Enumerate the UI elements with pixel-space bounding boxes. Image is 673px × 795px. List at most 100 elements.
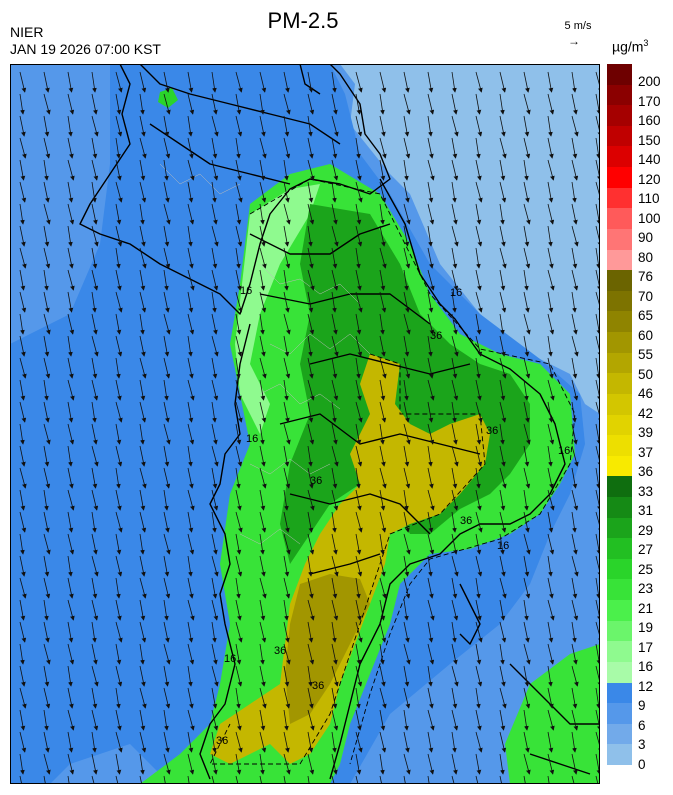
wind-vector xyxy=(331,555,339,577)
wind-vector xyxy=(499,709,506,731)
legend-label: 9 xyxy=(638,698,646,714)
wind-vector xyxy=(571,137,578,159)
wind-vector xyxy=(235,753,242,775)
wind-vector xyxy=(187,137,194,159)
wind-vector xyxy=(523,137,531,159)
wind-vector xyxy=(115,93,122,115)
wind-vector xyxy=(283,643,291,665)
wind-vector xyxy=(355,731,363,753)
wind-vector xyxy=(235,533,242,555)
wind-vector xyxy=(139,775,143,784)
legend-color-cell xyxy=(607,476,632,498)
wind-vector xyxy=(19,313,25,335)
wind-vector xyxy=(235,775,239,784)
wind-vector xyxy=(403,511,410,533)
wind-vector xyxy=(355,313,362,335)
wind-vector xyxy=(115,709,122,731)
wind-vector xyxy=(451,599,459,621)
legend-label: 120 xyxy=(638,171,661,187)
wind-vector xyxy=(355,115,363,137)
wind-vector xyxy=(283,225,290,247)
contour-label: 16 xyxy=(240,285,252,297)
wind-vector xyxy=(67,291,74,313)
wind-vector xyxy=(139,555,146,577)
wind-vector xyxy=(283,445,290,467)
wind-vector xyxy=(307,709,315,731)
concentration-band-yellow xyxy=(210,354,490,764)
pm25-map[interactable]: 16 16 16 16 16 16 36 36 36 36 36 36 36 xyxy=(10,64,600,784)
wind-vector xyxy=(43,379,49,401)
wind-vector xyxy=(43,511,50,533)
wind-vector xyxy=(475,423,482,445)
legend-color-cell xyxy=(607,435,632,457)
wind-vector xyxy=(523,709,529,731)
wind-vector xyxy=(139,709,146,731)
wind-vector xyxy=(475,445,483,467)
wind-vector xyxy=(211,379,219,401)
wind-vector xyxy=(259,533,265,555)
wind-vector xyxy=(499,313,505,335)
wind-vector xyxy=(211,93,218,115)
wind-vector xyxy=(283,489,289,511)
wind-vector xyxy=(451,357,458,379)
wind-vector xyxy=(187,335,193,357)
wind-vector xyxy=(307,115,313,137)
wind-vector xyxy=(403,357,411,379)
wind-vector xyxy=(211,423,218,445)
wind-vector xyxy=(475,115,483,137)
wind-vector xyxy=(355,159,362,181)
wind-vector xyxy=(379,467,387,489)
wind-vector xyxy=(187,379,195,401)
contour-label: 16 xyxy=(558,445,570,457)
wind-vector xyxy=(115,137,121,159)
wind-vector xyxy=(427,489,435,511)
legend-color-cell xyxy=(607,332,632,354)
legend-color-cell xyxy=(607,744,632,766)
wind-vector xyxy=(331,313,338,335)
color-legend xyxy=(607,64,632,766)
wind-vector xyxy=(163,357,171,379)
wind-vector xyxy=(307,247,314,269)
wind-vector xyxy=(283,247,291,269)
wind-vector xyxy=(331,511,337,533)
wind-vector xyxy=(283,401,290,423)
legend-label: 0 xyxy=(638,757,646,772)
wind-vector xyxy=(187,753,195,775)
wind-vector xyxy=(451,489,459,511)
wind-vector xyxy=(571,71,577,93)
wind-vector xyxy=(235,731,243,753)
wind-vector xyxy=(283,621,290,643)
wind-vector xyxy=(427,577,434,599)
wind-vector xyxy=(187,71,194,93)
wind-vector xyxy=(211,709,219,731)
wind-vector xyxy=(475,511,483,533)
wind-vector xyxy=(115,159,122,181)
wind-vector xyxy=(67,577,74,599)
wind-vector xyxy=(475,291,483,313)
wind-vector xyxy=(163,137,171,159)
wind-vector xyxy=(19,159,26,181)
wind-vector xyxy=(427,423,435,445)
wind-vector xyxy=(211,599,219,621)
wind-vector xyxy=(379,709,386,731)
wind-vector xyxy=(187,159,195,181)
wind-vector xyxy=(307,423,315,445)
wind-vector xyxy=(355,467,361,489)
wind-vector xyxy=(379,115,386,137)
wind-vector xyxy=(571,467,578,489)
wind-vector xyxy=(259,423,265,445)
wind-vector xyxy=(211,533,218,555)
wind-vector xyxy=(427,687,434,709)
wind-vector xyxy=(235,621,243,643)
wind-vector xyxy=(139,599,146,621)
wind-vector xyxy=(547,489,555,511)
wind-vector xyxy=(163,291,170,313)
wind-vector xyxy=(67,731,74,753)
wind-vector xyxy=(571,643,578,665)
wind-vector xyxy=(235,445,243,467)
wind-vector xyxy=(139,335,146,357)
wind-vector xyxy=(547,71,554,93)
wind-vector xyxy=(571,93,578,115)
wind-vector xyxy=(19,71,27,93)
wind-vector xyxy=(547,423,555,445)
